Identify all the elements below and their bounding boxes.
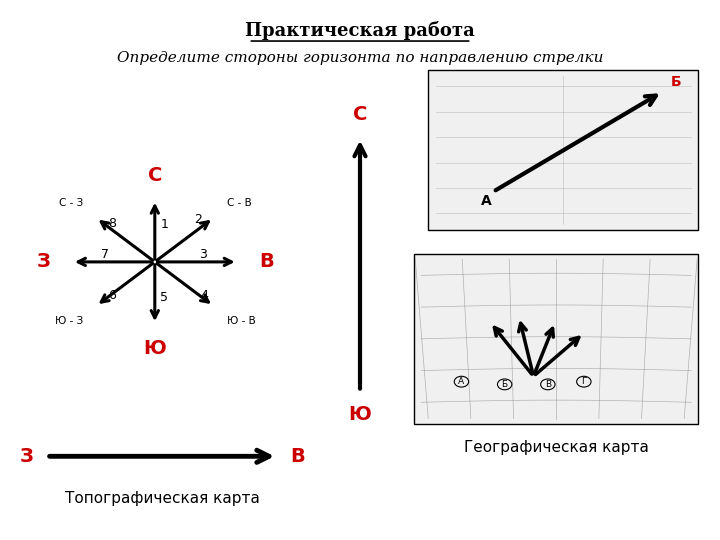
Text: 6: 6 — [108, 289, 116, 302]
Text: Б: Б — [502, 380, 508, 389]
Text: А: А — [459, 377, 464, 386]
Bar — [414, 254, 698, 424]
Text: Ю: Ю — [143, 339, 166, 358]
Text: 4: 4 — [201, 289, 208, 302]
Text: С - З: С - З — [59, 198, 83, 208]
Text: З: З — [20, 447, 34, 466]
Text: А: А — [481, 194, 491, 208]
Text: Б: Б — [671, 75, 682, 89]
Text: Практическая работа: Практическая работа — [245, 21, 475, 39]
Text: Г: Г — [581, 377, 587, 386]
Text: Топографическая карта: Топографическая карта — [65, 491, 259, 507]
Text: В: В — [290, 447, 305, 466]
Text: В: В — [259, 252, 274, 272]
Text: Ю - В: Ю - В — [227, 316, 256, 326]
Text: 2: 2 — [194, 213, 202, 226]
Text: 7: 7 — [101, 248, 109, 261]
Text: 5: 5 — [160, 292, 168, 305]
Text: С: С — [353, 105, 367, 124]
Text: 8: 8 — [108, 217, 116, 230]
Text: 3: 3 — [199, 248, 207, 261]
Bar — [428, 70, 698, 230]
Text: Ю: Ю — [348, 405, 372, 424]
Text: Географическая карта: Географическая карта — [464, 440, 649, 455]
Text: В: В — [545, 380, 551, 389]
Text: С: С — [148, 166, 162, 185]
Text: 1: 1 — [161, 218, 168, 231]
Text: Ю - З: Ю - З — [55, 316, 83, 326]
Text: С - В: С - В — [227, 198, 251, 208]
Text: З: З — [37, 252, 50, 272]
Text: Определите стороны горизонта по направлению стрелки: Определите стороны горизонта по направле… — [117, 51, 603, 65]
